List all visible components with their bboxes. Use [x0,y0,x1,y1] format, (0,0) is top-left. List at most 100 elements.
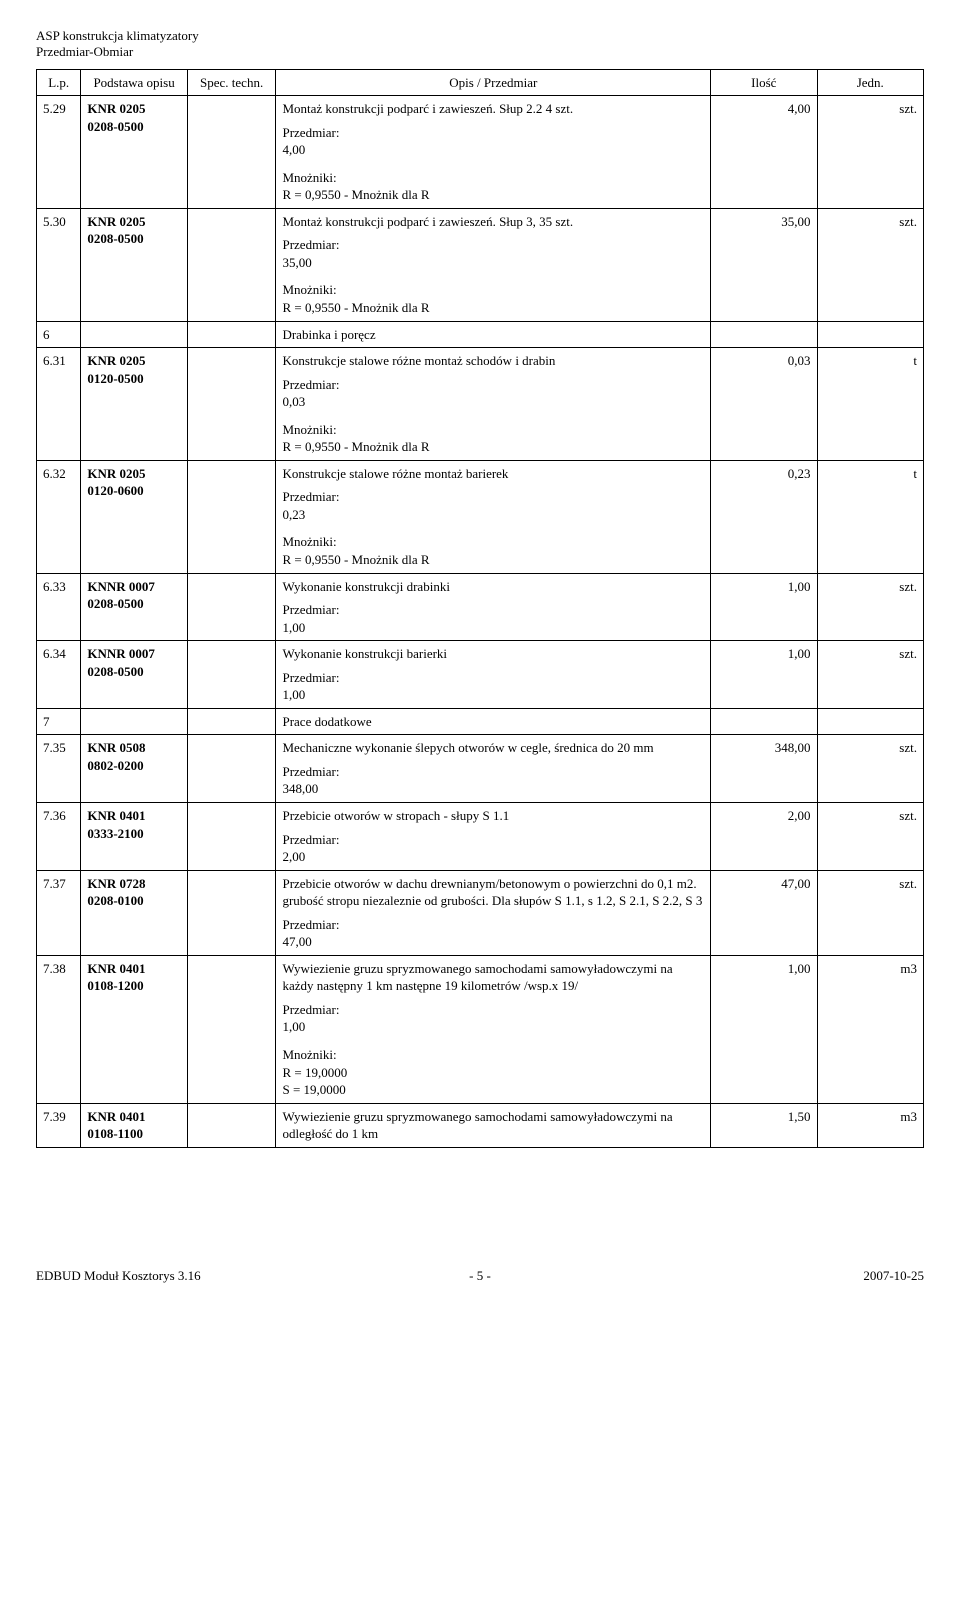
cell-lp: 6 [37,321,81,348]
col-qty: Ilość [711,69,817,96]
desc-text: Mechaniczne wykonanie ślepych otworów w … [282,739,704,757]
base-code-1: KNR 0508 [87,740,145,755]
cell-qty: 1,00 [711,573,817,641]
desc-text: Wywiezienie gruzu spryzmowanego samochod… [282,960,704,995]
base-code-1: KNNR 0007 [87,646,155,661]
table-row: 7.36 KNR 0401 0333-2100 Przebicie otworó… [37,803,924,871]
cell-desc: Przebicie otworów w dachu drewnianym/bet… [276,870,711,955]
przedmiar-label: Przedmiar: [282,488,704,506]
cell-unit [817,708,923,735]
cell-desc: Prace dodatkowe [276,708,711,735]
cell-unit: szt. [817,573,923,641]
przedmiar-label: Przedmiar: [282,763,704,781]
przedmiar-value: 1,00 [282,686,704,704]
base-code-1: KNR 0401 [87,961,145,976]
cell-lp: 7.36 [37,803,81,871]
cell-lp: 6.32 [37,460,81,573]
cell-base: KNNR 0007 0208-0500 [81,641,187,709]
przedmiar-label: Przedmiar: [282,669,704,687]
estimate-table: L.p. Podstawa opisu Spec. techn. Opis / … [36,69,924,1148]
footer-page-number: - 5 - [332,1268,628,1284]
base-code-2: 0333-2100 [87,826,143,841]
cell-spec [187,321,276,348]
base-code-2: 0802-0200 [87,758,143,773]
przedmiar-value: 4,00 [282,141,704,159]
cell-spec [187,803,276,871]
mnozniki-label: Mnożniki: [282,533,704,551]
przedmiar-label: Przedmiar: [282,916,704,934]
mnozniki-label: Mnożniki: [282,281,704,299]
doc-title-2: Przedmiar-Obmiar [36,44,924,60]
base-code-1: KNR 0205 [87,101,145,116]
cell-qty: 1,50 [711,1103,817,1147]
base-code-2: 0208-0500 [87,596,143,611]
cell-lp: 5.29 [37,96,81,209]
cell-qty: 0,23 [711,460,817,573]
cell-spec [187,460,276,573]
desc-text: Przebicie otworów w dachu drewnianym/bet… [282,875,704,910]
table-row: 7.35 KNR 0508 0802-0200 Mechaniczne wyko… [37,735,924,803]
base-code-1: KNR 0205 [87,214,145,229]
przedmiar-value: 348,00 [282,780,704,798]
cell-lp: 5.30 [37,208,81,321]
page-footer: EDBUD Moduł Kosztorys 3.16 - 5 - 2007-10… [36,1268,924,1284]
cell-unit: szt. [817,641,923,709]
desc-text: Wykonanie konstrukcji drabinki [282,578,704,596]
cell-spec [187,708,276,735]
cell-base: KNNR 0007 0208-0500 [81,573,187,641]
desc-text: Konstrukcje stalowe różne montaż bariere… [282,465,704,483]
cell-desc: Wywiezienie gruzu spryzmowanego samochod… [276,955,711,1103]
base-code-1: KNNR 0007 [87,579,155,594]
przedmiar-value: 35,00 [282,254,704,272]
cell-base: KNR 0728 0208-0100 [81,870,187,955]
cell-spec [187,870,276,955]
cell-qty: 0,03 [711,348,817,461]
cell-unit: m3 [817,1103,923,1147]
cell-desc: Wykonanie konstrukcji barierki Przedmiar… [276,641,711,709]
cell-unit: szt. [817,870,923,955]
cell-desc: Konstrukcje stalowe różne montaż bariere… [276,460,711,573]
col-desc: Opis / Przedmiar [276,69,711,96]
mnozniki-label: Mnożniki: [282,169,704,187]
section-row: 7 Prace dodatkowe [37,708,924,735]
przedmiar-value: 0,03 [282,393,704,411]
table-header-row: L.p. Podstawa opisu Spec. techn. Opis / … [37,69,924,96]
mnozniki-line: R = 0,9550 - Mnożnik dla R [282,186,704,204]
cell-desc: Przebicie otworów w stropach - słupy S 1… [276,803,711,871]
przedmiar-label: Przedmiar: [282,376,704,394]
przedmiar-value: 47,00 [282,933,704,951]
przedmiar-label: Przedmiar: [282,831,704,849]
cell-spec [187,641,276,709]
mnozniki-line-2: S = 19,0000 [282,1081,704,1099]
table-row: 6.31 KNR 0205 0120-0500 Konstrukcje stal… [37,348,924,461]
cell-base [81,321,187,348]
cell-unit: szt. [817,208,923,321]
cell-lp: 6.34 [37,641,81,709]
cell-base: KNR 0205 0120-0600 [81,460,187,573]
przedmiar-value: 2,00 [282,848,704,866]
cell-spec [187,208,276,321]
table-row: 6.32 KNR 0205 0120-0600 Konstrukcje stal… [37,460,924,573]
cell-desc: Montaż konstrukcji podparć i zawieszeń. … [276,96,711,209]
cell-base: KNR 0205 0120-0500 [81,348,187,461]
col-lp: L.p. [37,69,81,96]
desc-text: Przebicie otworów w stropach - słupy S 1… [282,807,704,825]
cell-qty: 4,00 [711,96,817,209]
cell-qty: 35,00 [711,208,817,321]
cell-lp: 6.31 [37,348,81,461]
desc-text: Konstrukcje stalowe różne montaż schodów… [282,352,704,370]
cell-lp: 7.38 [37,955,81,1103]
cell-desc: Mechaniczne wykonanie ślepych otworów w … [276,735,711,803]
mnozniki-line: R = 0,9550 - Mnożnik dla R [282,551,704,569]
cell-base: KNR 0205 0208-0500 [81,208,187,321]
base-code-1: KNR 0728 [87,876,145,891]
base-code-2: 0208-0500 [87,231,143,246]
cell-spec [187,348,276,461]
cell-unit: m3 [817,955,923,1103]
cell-base [81,708,187,735]
footer-left: EDBUD Moduł Kosztorys 3.16 [36,1268,332,1284]
przedmiar-label: Przedmiar: [282,1001,704,1019]
table-row: 5.29 KNR 0205 0208-0500 Montaż konstrukc… [37,96,924,209]
mnozniki-line: R = 0,9550 - Mnożnik dla R [282,299,704,317]
base-code-1: KNR 0401 [87,1109,145,1124]
